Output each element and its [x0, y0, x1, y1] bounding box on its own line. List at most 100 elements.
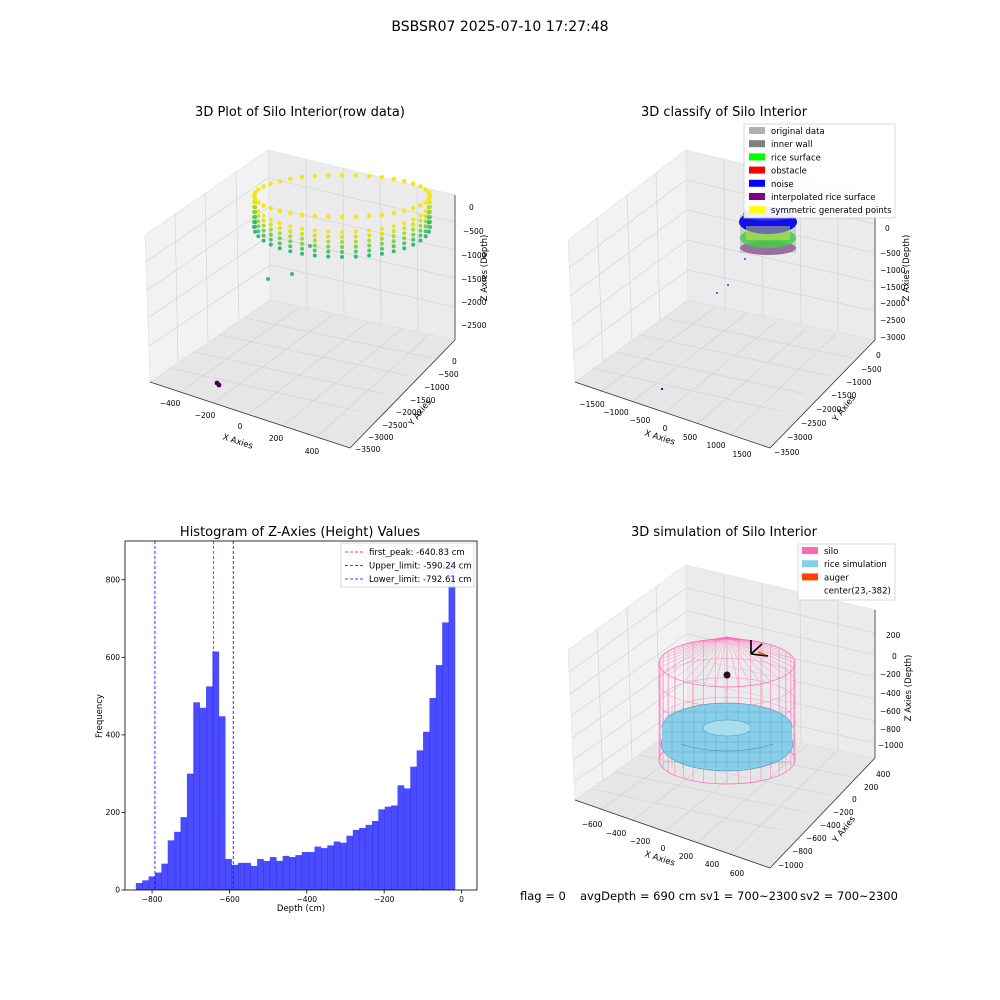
legend-label: Upper_limit: -590.24 cm [369, 562, 472, 572]
histogram-bar [295, 855, 303, 890]
z-tick-label: −200 [880, 670, 901, 679]
x-tick-label: −500 [630, 416, 651, 425]
raw-outlier-point [266, 277, 270, 281]
raw-point [299, 174, 305, 180]
raw-outlier-point [216, 382, 222, 388]
raw-point [353, 249, 358, 254]
raw-point [277, 221, 282, 226]
raw-point [312, 213, 318, 219]
histogram-vlines [154, 541, 234, 890]
y-tick-labels: 0 −500 −1000 −1500 −2000 −2500 −3000 −35… [355, 357, 459, 454]
raw-point [353, 214, 359, 220]
raw-point [423, 187, 428, 192]
z-tick-label: −1500 [461, 275, 487, 284]
histogram-bar [416, 750, 424, 890]
histogram-bar [384, 806, 392, 890]
histogram-bar [174, 831, 181, 890]
y-tick-label: −500 [861, 365, 882, 374]
raw-point [268, 206, 274, 211]
raw-point [426, 196, 432, 202]
raw-point [353, 172, 359, 178]
raw-point [288, 229, 293, 234]
histogram-bar [371, 820, 379, 890]
raw-point [423, 224, 428, 229]
raw-point [326, 249, 331, 254]
raw-point [379, 212, 385, 218]
figure-title: BSBSR07 2025-07-10 17:27:48 [391, 19, 608, 35]
histogram-bar [320, 848, 328, 890]
raw-point [426, 220, 431, 225]
raw-point [312, 238, 317, 243]
raw-point [277, 226, 282, 231]
raw-point [288, 249, 293, 254]
histogram-bar [327, 845, 334, 890]
raw-point [325, 172, 331, 178]
y-tick-label: 400 [876, 770, 891, 779]
silo-roof-wire [715, 636, 728, 640]
histogram-bar [365, 824, 373, 890]
z-tick-label: −400 [880, 689, 901, 698]
y-tick-labels: 0 −500 −1000 −1500 −2000 −2500 −3000 −35… [774, 351, 882, 457]
legend-label: center(23,-382) [824, 587, 891, 597]
histogram-bar [346, 835, 354, 890]
histogram-bar [257, 858, 264, 890]
x-tick-label: 1000 [706, 441, 725, 450]
histogram-bar [142, 880, 149, 890]
raw-point [256, 200, 261, 205]
raw-point [312, 253, 317, 258]
y-tick-label: 0 [852, 795, 857, 804]
raw-point [261, 184, 266, 189]
y-tick-label: −1500 [831, 391, 857, 400]
y-tick-label: −3500 [355, 445, 381, 454]
x-tick-label: 400 [305, 447, 320, 456]
z-tick-labels: 0 −500 −1000 −1500 −2000 −2500 [461, 203, 487, 330]
raw-point [418, 203, 423, 208]
histogram-bar [237, 862, 245, 890]
silo-roof-wire [726, 636, 795, 668]
raw-point [268, 227, 273, 232]
raw-point [261, 213, 266, 218]
panel-histogram: Histogram of Z-Axies (Height) Values −80… [95, 525, 478, 914]
raw-point [411, 232, 416, 237]
raw-point [379, 174, 385, 180]
histogram-bar [154, 872, 162, 890]
footer-stats: flag = 0 avgDepth = 690 cm sv1 = 700~230… [520, 889, 898, 903]
raw-point [411, 222, 416, 227]
raw-point [256, 214, 261, 219]
x-tick-label: 600 [730, 869, 745, 878]
histogram-bar [263, 860, 271, 890]
legend-swatch [802, 573, 818, 581]
silo-roof-wire [668, 636, 728, 652]
raw-point [418, 184, 423, 189]
raw-point [391, 176, 397, 182]
x-tick-label: −1500 [579, 400, 605, 409]
raw-point [326, 244, 331, 249]
histogram-bar [289, 857, 296, 890]
y-tick-label: −2500 [382, 421, 408, 430]
x-tick-labels: −600 −400 −200 0 200 400 600 [582, 820, 745, 878]
z-tick-label: −1000 [461, 251, 487, 260]
silo-roof-wire [726, 636, 771, 682]
raw-point [391, 210, 397, 216]
x-tick-label: 200 [269, 434, 284, 443]
z-tick-label: 0 [892, 652, 897, 661]
raw-point [423, 200, 428, 205]
raw-point [300, 246, 305, 251]
x-tick-label: 0 [459, 895, 464, 904]
z-tick-label: 200 [886, 631, 901, 640]
flag-text: flag = 0 [520, 889, 566, 903]
raw-point [426, 190, 432, 196]
histogram-bar [442, 622, 449, 890]
histogram-bar [269, 857, 277, 890]
raw-point [256, 229, 261, 234]
x-tick-labels: −800 −600 −400 −200 0 [142, 890, 464, 904]
raw-point [287, 210, 293, 216]
raw-point [277, 246, 282, 251]
raw-point [379, 251, 384, 256]
silo-roof-wire [663, 636, 728, 672]
raw-point [367, 228, 372, 233]
raw-point [268, 232, 273, 237]
raw-point [261, 203, 266, 208]
raw-point [367, 233, 372, 238]
histogram-bar [308, 851, 315, 890]
